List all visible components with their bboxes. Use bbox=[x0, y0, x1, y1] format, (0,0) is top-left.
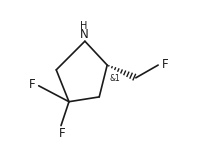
Text: F: F bbox=[161, 58, 168, 71]
Text: F: F bbox=[29, 78, 36, 92]
Text: H: H bbox=[80, 21, 88, 31]
Text: F: F bbox=[59, 127, 66, 140]
Text: N: N bbox=[80, 28, 88, 41]
Text: &1: &1 bbox=[110, 74, 120, 83]
